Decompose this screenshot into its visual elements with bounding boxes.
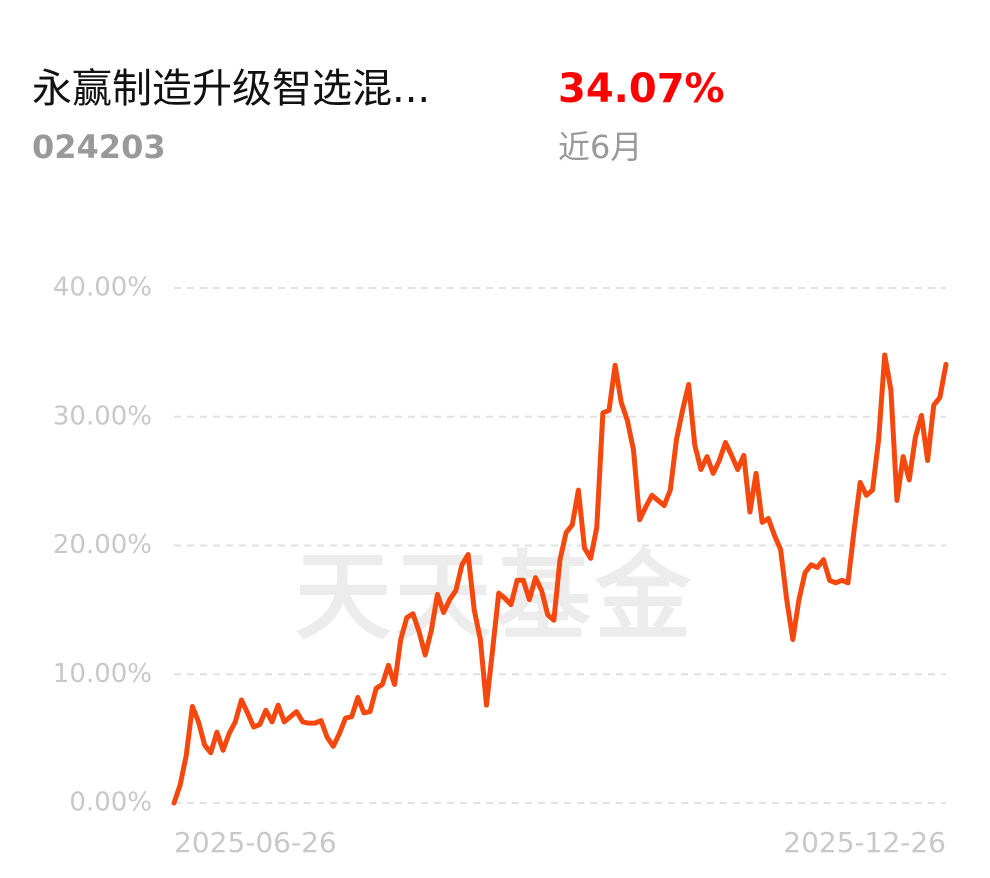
line <box>171 352 949 806</box>
y-tick-label: 30.00% <box>53 401 152 431</box>
fund-return: 34.07% <box>558 66 725 112</box>
y-tick-label: 40.00% <box>53 273 152 303</box>
y-tick-label: 20.00% <box>53 530 152 560</box>
y-tick-label: 0.00% <box>69 788 152 818</box>
fund-title[interactable]: 永赢制造升级智选混... <box>32 66 430 112</box>
x-tick-label: 2025-06-26 <box>174 826 337 859</box>
x-tick-label: 2025-12-26 <box>783 826 946 859</box>
period-label: 近6月 <box>558 128 642 166</box>
fund-code: 024203 <box>32 128 166 166</box>
y-tick-label: 10.00% <box>53 659 152 689</box>
